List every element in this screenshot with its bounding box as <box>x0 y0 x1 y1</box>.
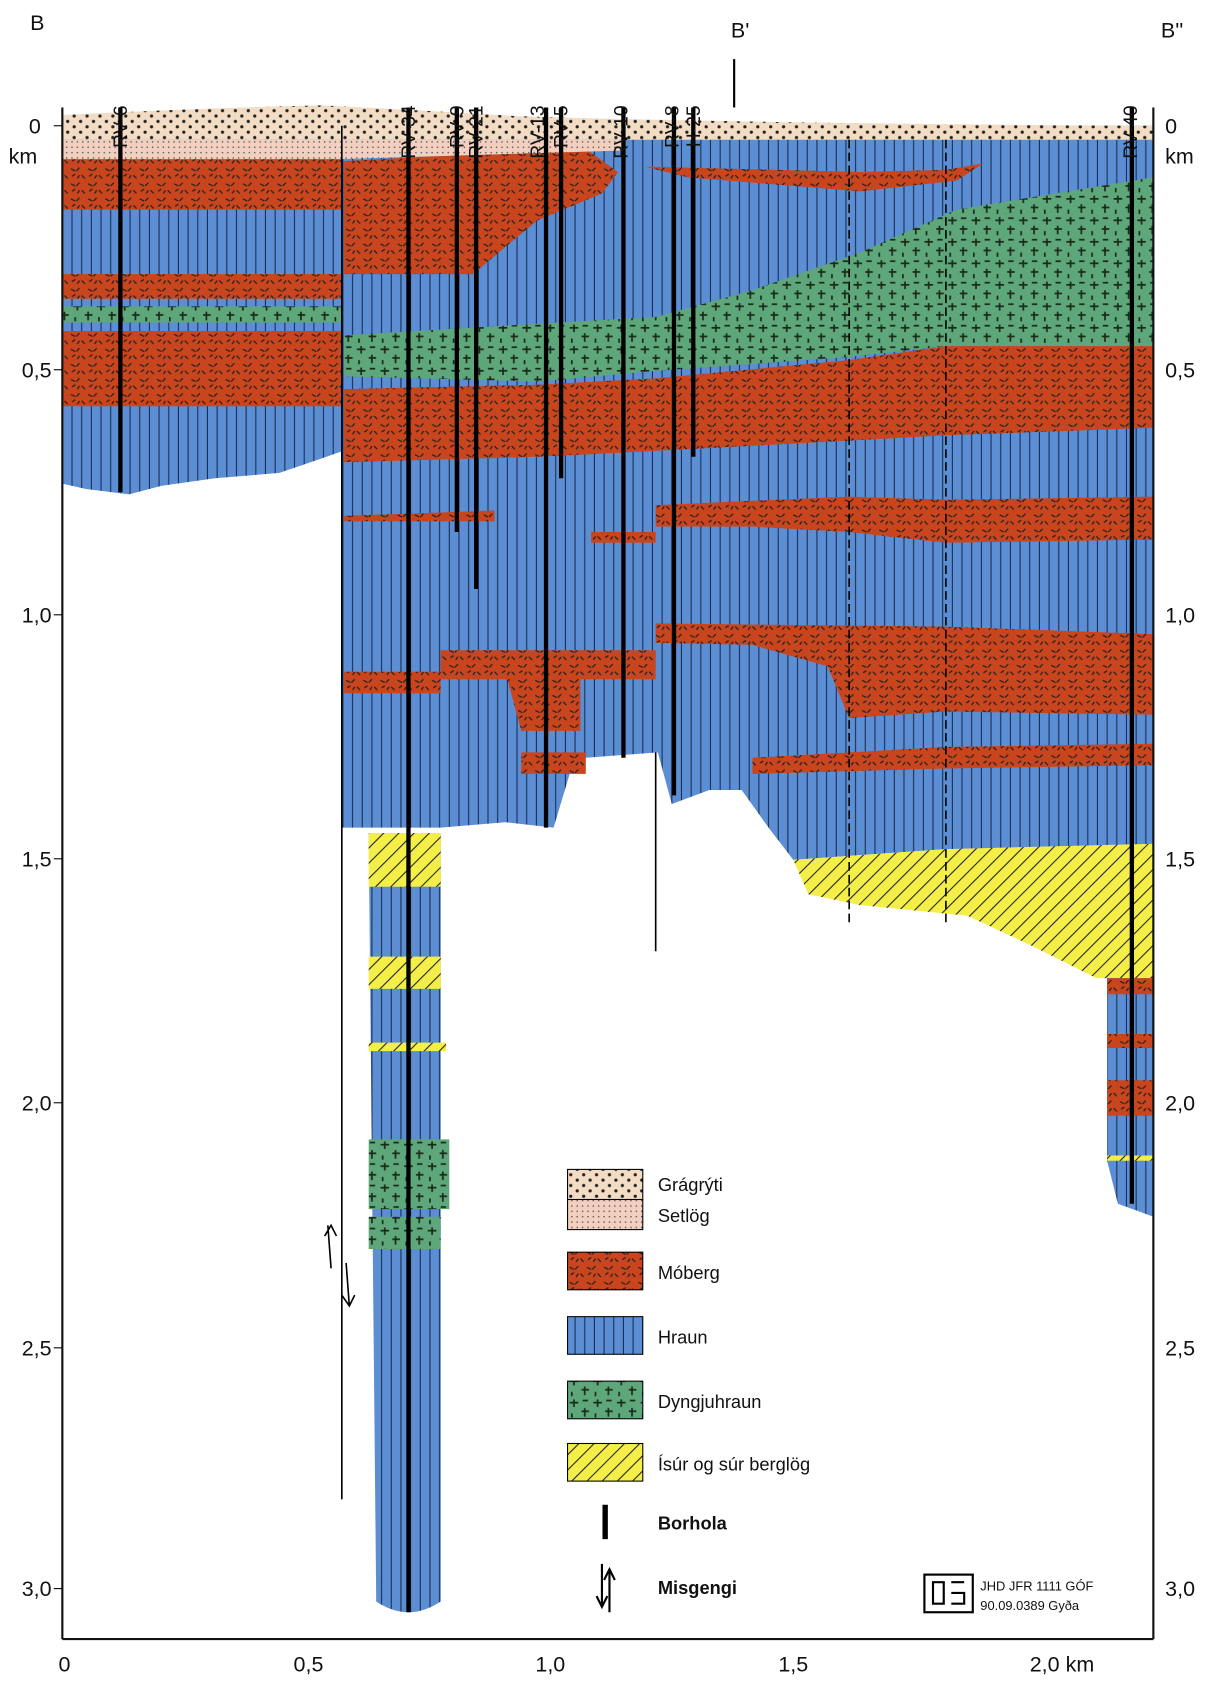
depth-tick-label: 3,0 <box>1165 1577 1195 1601</box>
well-label: RV-13 <box>527 105 549 158</box>
legend-label: Setlög <box>658 1205 710 1226</box>
depth-tick-label: 1,5 <box>22 847 52 871</box>
depth-tick-label: 2,5 <box>22 1336 52 1360</box>
legend-label: Dyngjuhraun <box>658 1391 762 1412</box>
depth-unit: km <box>1165 144 1194 168</box>
distance-tick-label: 1,0 <box>535 1652 565 1676</box>
legend-label: Móberg <box>658 1262 720 1283</box>
depth-tick-label: 0,5 <box>22 358 52 382</box>
well-label: RV-34 <box>398 105 420 159</box>
depth-tick-label: 2,5 <box>1165 1336 1195 1360</box>
well-label: RV-8 <box>661 105 683 148</box>
distance-tick-label: 0 <box>59 1652 71 1676</box>
well-label: RV-40 <box>1120 105 1142 158</box>
depth-tick-label: 3,0 <box>22 1577 52 1601</box>
depth-tick-label: 2,0 <box>22 1091 52 1115</box>
well-label: RV-21 <box>466 105 488 158</box>
well-label: RV-10 <box>611 105 633 158</box>
credit: JHD JFR 1111 GÓF <box>980 1579 1093 1594</box>
depth-tick-label: 1,0 <box>1165 603 1195 627</box>
well-label: RV-5 <box>551 105 573 148</box>
section-label: B <box>30 11 44 35</box>
legend-label: Borhola <box>658 1512 728 1533</box>
depth-tick-label: 2,0 <box>1165 1091 1195 1115</box>
page: {"section_labels":["B","B'","B''"], "wel… <box>0 0 1220 1695</box>
legend-label: Hraun <box>658 1327 708 1348</box>
section-label: B' <box>731 19 749 43</box>
legend-label: Grágrýti <box>658 1174 723 1195</box>
legend-label: Ísúr og súr berglög <box>658 1453 810 1474</box>
well-label: RV-6 <box>110 105 132 148</box>
distance-tick-label: 1,5 <box>778 1652 808 1676</box>
section-label: B'' <box>1161 19 1184 43</box>
depth-tick-label: 0 <box>29 114 41 138</box>
distance-tick-label: 2,0 km <box>1030 1652 1094 1676</box>
well-label: H-25 <box>683 105 705 147</box>
depth-tick-label: 0,5 <box>1165 358 1195 382</box>
cross-section: BB'B''RV-6RV-34RV-9RV-21RV-13RV-5RV-10RV… <box>0 0 1220 1695</box>
depth-unit: km <box>9 144 38 168</box>
depth-tick-label: 0 <box>1165 114 1177 138</box>
legend-label: Misgengi <box>658 1577 737 1598</box>
legend <box>568 1169 973 1612</box>
depth-tick-label: 1,0 <box>22 603 52 627</box>
depth-tick-label: 1,5 <box>1165 847 1195 871</box>
credit: 90.09.0389 Gyða <box>980 1598 1080 1613</box>
distance-tick-label: 0,5 <box>294 1652 324 1676</box>
